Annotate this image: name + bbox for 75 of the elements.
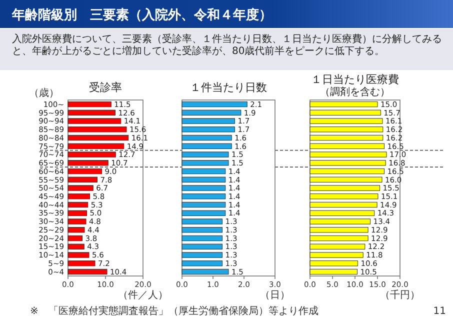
bar [310, 168, 384, 174]
bar [310, 218, 371, 224]
bar [310, 126, 384, 132]
bar [310, 202, 378, 208]
bar [68, 194, 90, 200]
text: 入院外医療費について、三要素（受診率、１件当たり日数、１日当たり医療費）に分解してみると、年齢が上がるごとに増加していた受診率が、80歳代前半をピークに低下する。 [12, 33, 442, 57]
bar [182, 218, 223, 224]
bar [310, 160, 386, 166]
bar [182, 268, 229, 275]
bar [68, 110, 116, 116]
text: 11 [433, 306, 446, 317]
bar [68, 152, 116, 158]
bar [68, 268, 108, 275]
chart-title: １日当たり医療費 [311, 73, 399, 86]
bar [68, 218, 86, 224]
bar [68, 185, 94, 191]
bar [68, 118, 122, 124]
bar [182, 168, 226, 174]
bar [182, 126, 235, 132]
bar [68, 210, 87, 216]
x-axis-title: （日） [260, 290, 290, 301]
bar [182, 244, 223, 250]
bar [68, 202, 88, 208]
bar [310, 235, 368, 242]
bar [182, 152, 229, 158]
bar [68, 134, 129, 141]
bar [182, 260, 223, 266]
bar [310, 268, 358, 275]
bar [310, 227, 368, 233]
bar [68, 227, 85, 233]
x-axis-title: （件／人） [118, 290, 168, 301]
bar [182, 202, 226, 208]
text: ※ 「医療給付実態調査報告」（厚生労働省保険局）等より作成 [30, 305, 318, 317]
bar [182, 110, 242, 116]
bar [182, 227, 223, 233]
bar [68, 260, 96, 266]
bar [68, 244, 84, 250]
bar [182, 194, 226, 200]
bar [310, 244, 366, 250]
bar [68, 126, 127, 132]
bar [310, 194, 378, 200]
bar [310, 176, 382, 182]
bar [310, 152, 387, 158]
bar [310, 143, 384, 149]
bar [182, 118, 235, 124]
bar [310, 260, 358, 266]
bar [310, 185, 380, 191]
chart-title: １件当たり日数 [190, 81, 267, 94]
bar [182, 210, 226, 216]
bar [182, 252, 223, 258]
bar [68, 143, 124, 149]
bar [182, 160, 229, 166]
y-axis-title: （歳） [29, 87, 59, 99]
bar [182, 143, 232, 149]
bar [68, 160, 108, 166]
bar [310, 134, 384, 141]
bar [68, 252, 90, 258]
chart-subtitle: （調剤を含む） [320, 86, 390, 98]
bar [182, 176, 226, 182]
bar [182, 134, 232, 141]
bar [310, 118, 383, 124]
bar [68, 168, 102, 174]
bar [310, 210, 375, 216]
bar [310, 110, 381, 116]
chart-title: 受診率 [89, 81, 122, 94]
bar [310, 101, 378, 108]
x-axis-title: （千円） [380, 289, 420, 301]
bar [182, 235, 223, 242]
bar [68, 101, 112, 108]
bar [182, 185, 226, 191]
bar [68, 176, 98, 182]
text: 年齢階級別 三要素（入院外、令和４年度） [11, 7, 272, 23]
bar [68, 235, 82, 242]
bar [182, 101, 248, 108]
bar [310, 252, 364, 258]
